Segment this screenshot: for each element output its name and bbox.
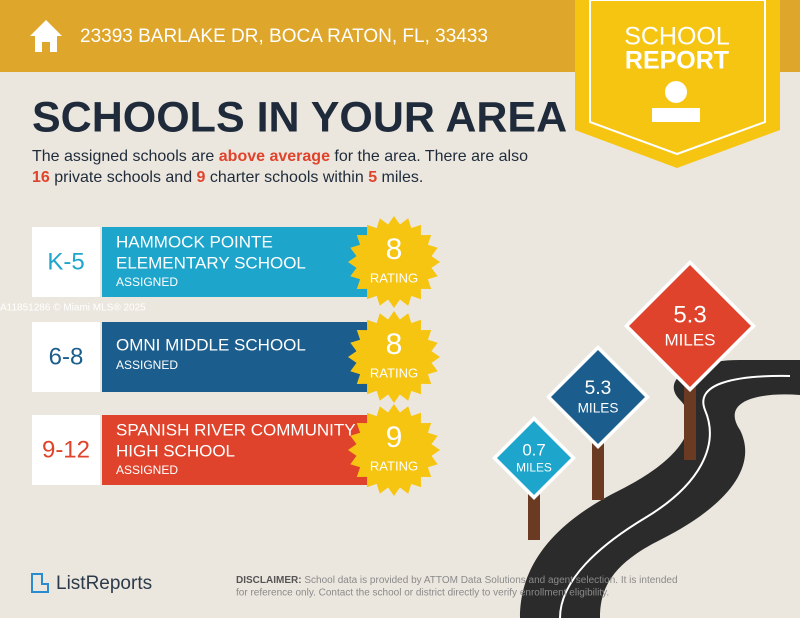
status: ASSIGNED <box>116 358 178 372</box>
intro-text: for the area. There are also <box>330 148 528 165</box>
intro-text: private schools and <box>50 169 197 186</box>
grade: 6-8 <box>49 343 84 370</box>
school-name: HIGH SCHOOL <box>116 441 235 460</box>
school-name: SPANISH RIVER COMMUNITY <box>116 420 356 439</box>
charter-count: 9 <box>197 169 206 186</box>
disclaimer-text: School data is provided by ATTOM Data So… <box>302 575 678 586</box>
apple-icon <box>665 81 687 103</box>
rating: 8 <box>386 328 403 361</box>
road-line <box>559 374 791 618</box>
grade-box <box>32 415 100 485</box>
badge-line1: SCHOOL <box>624 23 730 51</box>
title: SCHOOLS IN YOUR AREA <box>32 93 567 141</box>
disclaimer-line1: DISCLAIMER: School data is provided by A… <box>236 575 678 586</box>
sign-face <box>551 350 645 444</box>
sign-unit: MILES <box>516 461 552 475</box>
sign-distance: 5.3 <box>673 301 706 328</box>
grade: 9-12 <box>42 436 90 463</box>
intro-line2: 16 private schools and 9 charter schools… <box>32 169 423 186</box>
sign-face <box>497 421 571 495</box>
sign-unit: MILES <box>664 330 715 349</box>
status: ASSIGNED <box>116 463 178 477</box>
badge-border <box>589 0 766 156</box>
school-bar <box>102 322 372 392</box>
status: ASSIGNED <box>116 275 178 289</box>
intro-text: The assigned schools are <box>32 148 219 165</box>
logo-icon <box>31 573 49 593</box>
rating-label: RATING <box>370 458 418 473</box>
school-name: OMNI MIDDLE SCHOOL <box>116 335 306 354</box>
home-icon <box>30 20 62 52</box>
rating: 9 <box>386 421 403 454</box>
radius: 5 <box>368 169 377 186</box>
school-bar <box>102 227 372 297</box>
badge-line2: REPORT <box>625 47 729 75</box>
intro-line1: The assigned schools are above average f… <box>32 148 528 165</box>
rating: 8 <box>386 233 403 266</box>
grade-box <box>32 227 100 297</box>
rating-burst <box>348 216 440 308</box>
address: 23393 BARLAKE DR, BOCA RATON, FL, 33433 <box>80 26 488 47</box>
rating-burst <box>348 311 440 403</box>
rating-label: RATING <box>370 270 418 285</box>
intro-text: charter schools within <box>205 169 368 186</box>
school-bar <box>102 415 372 485</box>
school-name: HAMMOCK POINTE <box>116 232 273 251</box>
disclaimer-line2: for reference only. Contact the school o… <box>236 588 609 599</box>
book-icon <box>652 108 700 122</box>
private-count: 16 <box>32 169 50 186</box>
sign-face <box>629 265 751 387</box>
disclaimer-label: DISCLAIMER: <box>236 575 302 586</box>
intro-highlight: above average <box>219 148 330 165</box>
grade: K-5 <box>47 248 84 275</box>
sign-unit: MILES <box>578 401 619 416</box>
grade-box <box>32 322 100 392</box>
rating-burst <box>348 404 440 496</box>
sign-distance: 0.7 <box>522 440 545 459</box>
school-name: ELEMENTARY SCHOOL <box>116 253 306 272</box>
road <box>520 360 800 618</box>
intro-text: miles. <box>377 169 423 186</box>
watermark: A11851286 © Miami MLS® 2025 <box>0 303 146 314</box>
sign-distance: 5.3 <box>585 378 612 399</box>
logo: ListReports <box>56 573 152 594</box>
rating-label: RATING <box>370 365 418 380</box>
